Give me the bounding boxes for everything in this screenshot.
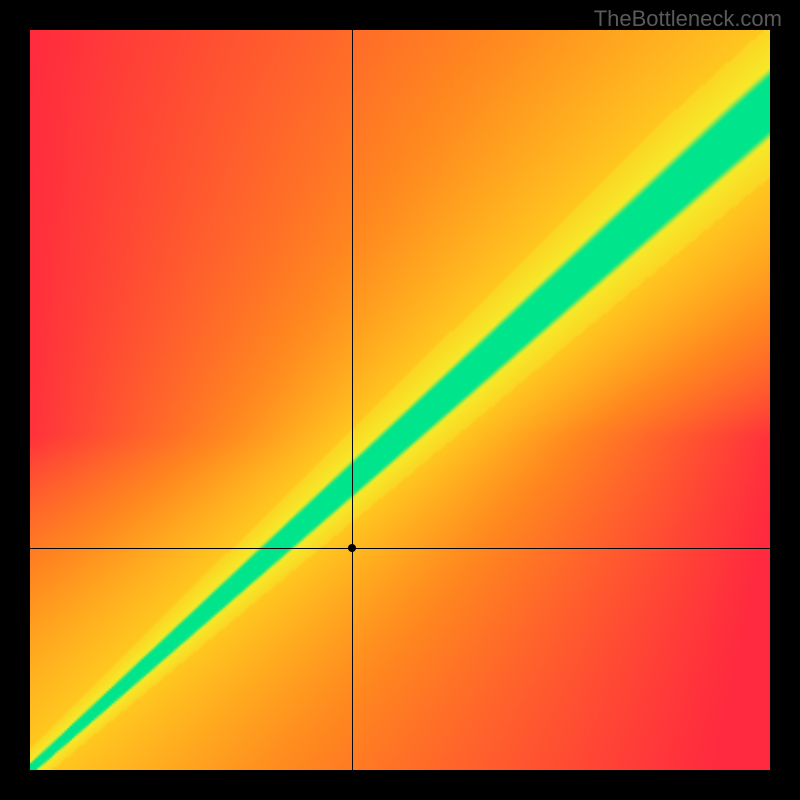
crosshair-marker-dot <box>348 544 356 552</box>
heatmap-canvas <box>30 30 770 770</box>
chart-container: TheBottleneck.com <box>0 0 800 800</box>
crosshair-vertical <box>352 30 353 770</box>
crosshair-horizontal <box>30 548 770 549</box>
plot-area <box>30 30 770 770</box>
watermark-text: TheBottleneck.com <box>594 6 782 32</box>
